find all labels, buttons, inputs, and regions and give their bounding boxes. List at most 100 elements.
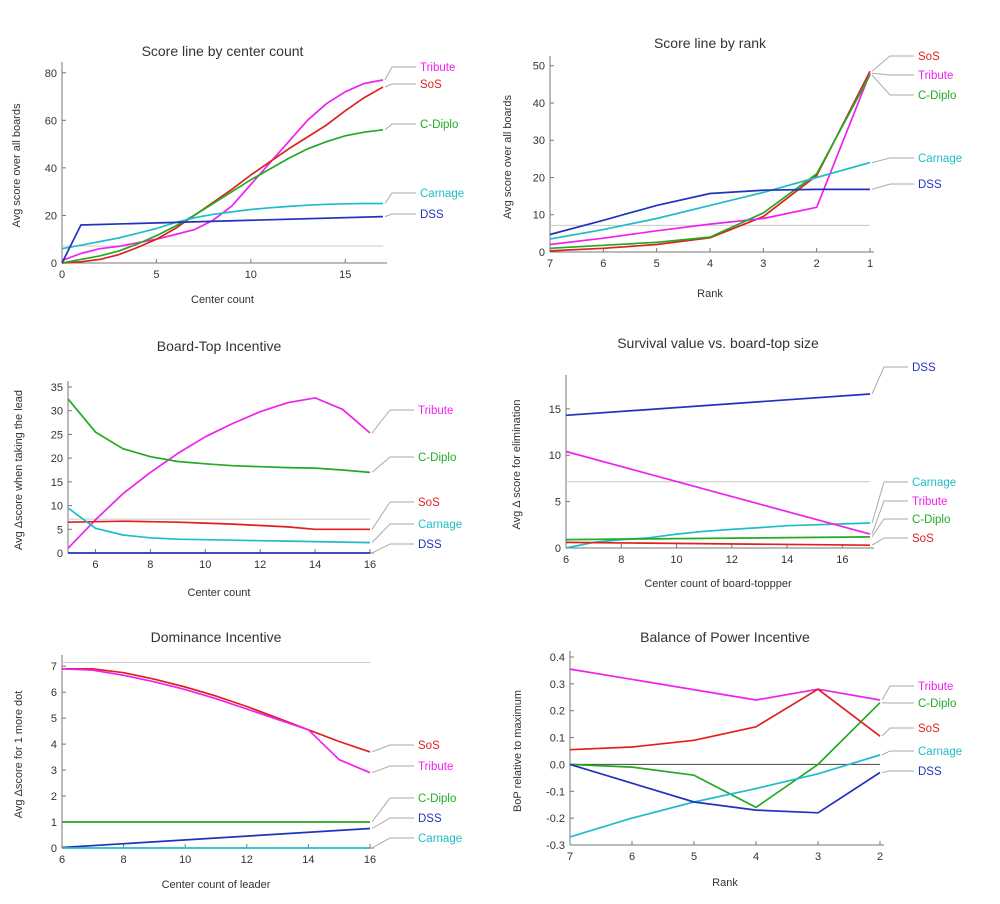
x-axis-label: Rank [712,877,738,889]
series-label-leader [871,183,914,190]
series-line-c-diplo [565,536,871,541]
x-tick-label: 5 [654,258,660,270]
series-label-leader [384,66,416,81]
x-tick-label: 10 [179,854,191,866]
series-label-dss: DSS [418,813,442,825]
series-label-carnage: Carnage [418,519,462,531]
series-label-sos: SoS [418,497,440,509]
series-label-sos: SoS [912,533,934,545]
chart-panel-6: Balance of Power Incentive 0.4 0.3 0.2 0.1 0.… [512,629,962,889]
y-tick-label: 10 [533,210,545,222]
y-tick-label: 20 [533,172,545,184]
series-label-leader [881,770,914,773]
y-tick-label: 20 [45,210,57,222]
series-label-c-diplo: C-Diplo [912,514,950,526]
series-line-dss [565,393,871,417]
y-tick-label: 20 [51,453,63,465]
x-tick-label: 8 [147,559,153,571]
x-tick-label: 2 [877,851,883,863]
chart-title: Score line by center count [142,43,304,59]
series-label-leader [371,409,414,434]
y-axis-label: Avg Δscore for 1 more dot [13,691,25,819]
series-label-leader [871,74,914,96]
series-line-tribute [61,79,384,262]
series-label-leader [871,55,914,72]
series-label-leader [871,518,908,538]
x-axis-label: Center count of leader [162,879,271,891]
series-line-dss [549,188,870,236]
series-label-tribute: Tribute [418,761,453,773]
series-label-tribute: Tribute [420,62,455,74]
series-label-carnage: Carnage [912,477,956,489]
series-line-carnage [61,202,383,250]
x-tick-label: 7 [567,851,573,863]
x-axis-label: Center count of board-toppper [644,578,792,590]
y-tick-label: 0.4 [550,652,565,664]
series-line-carnage [549,161,871,240]
x-tick-label: 3 [815,851,821,863]
series-line-c-diplo [61,128,384,264]
chart-title: Score line by rank [654,35,767,51]
x-tick-label: 6 [59,854,65,866]
series-line-sos [61,86,384,264]
y-tick-label: -0.2 [546,813,565,825]
y-axis-label: BoP relative to maximum [512,690,524,812]
series-line-tribute [67,397,371,549]
y-tick-label: 40 [533,98,545,110]
y-tick-label: 5 [555,497,561,509]
x-tick-label: 15 [339,269,351,281]
x-tick-label: 3 [760,258,766,270]
y-tick-label: 0.2 [550,706,565,718]
x-tick-label: 12 [241,854,253,866]
x-tick-label: 12 [726,554,738,566]
series-label-dss: DSS [418,539,442,551]
x-tick-label: 16 [364,854,376,866]
y-axis-label: Avg Δscore when taking the lead [13,390,25,550]
chart-title: Board-Top Incentive [157,338,282,354]
series-label-sos: SoS [418,740,440,752]
y-tick-label: 15 [549,404,561,416]
chart-panel-1: Score line by center count 0 20 40 60 80 0 5 10 1… [11,43,464,306]
series-line-sos [565,541,871,547]
series-label-tribute: Tribute [912,496,947,508]
y-tick-label: 10 [549,450,561,462]
series-label-leader [384,192,416,204]
y-tick-label: 30 [51,406,63,418]
chart-title: Survival value vs. board-top size [617,335,819,351]
y-tick-label: 10 [51,501,63,513]
series-label-carnage: Carnage [918,746,962,758]
series-label-leader [871,500,908,535]
x-tick-label: 7 [547,258,553,270]
y-tick-label: 35 [51,382,63,394]
series-label-leader [871,481,908,524]
series-label-carnage: Carnage [420,188,464,200]
series-line-sos [569,688,881,751]
series-label-dss: DSS [912,362,936,374]
y-tick-label: 15 [51,477,63,489]
series-line-tribute [565,450,871,535]
series-label-leader [881,727,914,737]
y-tick-label: 0.3 [550,679,565,691]
x-tick-label: 12 [254,559,266,571]
x-tick-label: 14 [309,559,321,571]
y-tick-label: 60 [45,115,57,127]
y-tick-label: 80 [45,68,57,80]
series-label-leader [871,537,908,546]
y-tick-label: 0.1 [550,733,565,745]
x-tick-label: 8 [121,854,127,866]
x-tick-label: 14 [302,854,314,866]
series-label-leader [384,83,416,88]
series-label-leader [384,123,416,131]
x-tick-label: 16 [364,559,376,571]
y-tick-label: 30 [533,135,545,147]
series-line-c-diplo [549,74,871,250]
y-tick-label: 0 [539,247,545,259]
x-tick-label: 0 [59,269,65,281]
chart-panel-3: Board-Top Incentive 0 5 10 15 20 25 30 35 6 8 10 12 1… [13,338,462,599]
series-label-tribute: Tribute [918,681,953,693]
y-tick-label: 0 [51,258,57,270]
y-tick-label: 0.0 [550,759,565,771]
series-line-carnage [565,522,871,549]
series-line-tribute [569,668,881,701]
series-label-dss: DSS [420,209,444,221]
